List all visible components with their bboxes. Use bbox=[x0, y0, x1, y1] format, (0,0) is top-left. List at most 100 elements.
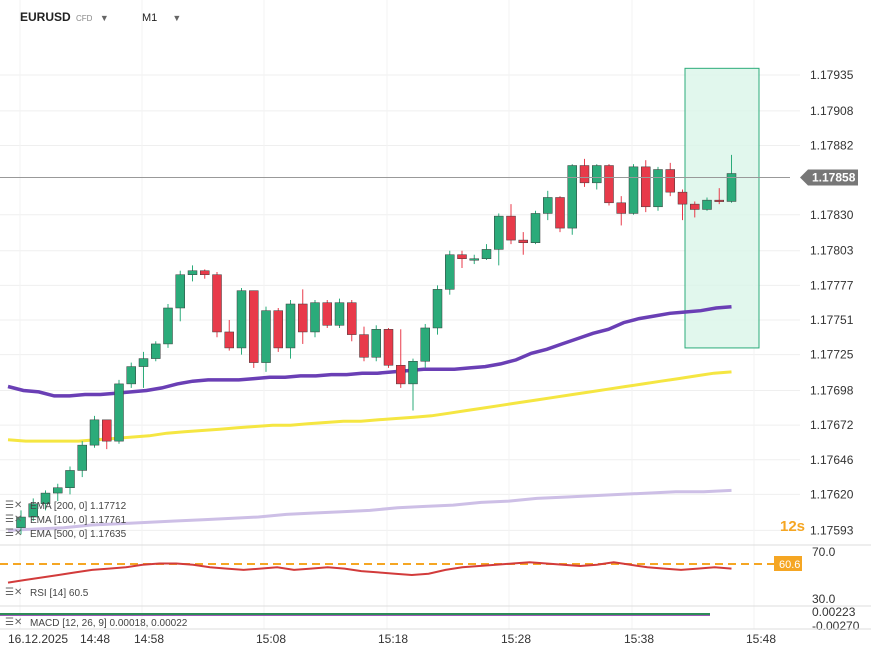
candle-down[interactable] bbox=[555, 197, 565, 229]
candle-down[interactable] bbox=[518, 239, 528, 243]
rsi-axis-top: 70.0 bbox=[812, 545, 836, 559]
indicator-menu-icon[interactable]: ☰✕ bbox=[5, 528, 23, 539]
indicator-menu-icon[interactable]: ☰✕ bbox=[5, 587, 23, 598]
candle-up[interactable] bbox=[175, 274, 185, 309]
ema100-line bbox=[7, 370, 732, 443]
ema500-line bbox=[7, 488, 732, 532]
candle-up[interactable] bbox=[628, 166, 639, 214]
candle-down[interactable] bbox=[641, 166, 651, 208]
candle-down[interactable] bbox=[224, 331, 234, 349]
candle-up[interactable] bbox=[65, 470, 75, 488]
candle-up[interactable] bbox=[592, 165, 602, 184]
candle-down[interactable] bbox=[322, 302, 332, 326]
candle-down[interactable] bbox=[347, 302, 357, 335]
rsi-value-label: 60.6 bbox=[779, 559, 800, 571]
candle-down[interactable] bbox=[604, 165, 614, 204]
price-tick-label: 1.17935 bbox=[810, 68, 854, 82]
candle-up[interactable] bbox=[334, 302, 345, 326]
symbol-selector[interactable]: EURUSD CFD ▼ bbox=[20, 10, 109, 24]
candle-down[interactable] bbox=[396, 364, 406, 385]
candle-up[interactable] bbox=[28, 503, 38, 518]
candle-up[interactable] bbox=[77, 444, 87, 471]
candle-up[interactable] bbox=[494, 215, 504, 250]
candle-up[interactable] bbox=[114, 383, 124, 442]
macd-axis-bottom: -0.00270 bbox=[812, 619, 860, 633]
candle-up[interactable] bbox=[138, 358, 149, 367]
candle-up[interactable] bbox=[126, 366, 136, 385]
candle-up[interactable] bbox=[726, 173, 737, 202]
candle-up[interactable] bbox=[420, 327, 430, 362]
macd-axis-top: 0.00223 bbox=[812, 605, 856, 619]
candle-down[interactable] bbox=[665, 169, 675, 193]
candle-up[interactable] bbox=[89, 419, 100, 446]
candle-up[interactable] bbox=[653, 169, 663, 208]
current-price-tag: 1.17858 bbox=[800, 169, 858, 186]
rsi-value-tag bbox=[774, 556, 802, 571]
candle-up[interactable] bbox=[543, 197, 553, 214]
time-label: 15:48 bbox=[746, 632, 776, 646]
candle-up[interactable] bbox=[408, 361, 418, 385]
price-axis: 1.17935 1.17908 1.17882 1.17830 1.17803 1.177… bbox=[810, 68, 854, 537]
indicator-menu-icon[interactable]: ☰✕ bbox=[5, 617, 23, 628]
candle-up[interactable] bbox=[187, 270, 198, 275]
ema200-legend[interactable]: EMA [200, 0] 1.17712 bbox=[30, 501, 127, 512]
candle-down[interactable] bbox=[579, 165, 590, 184]
candle-up[interactable] bbox=[16, 516, 26, 528]
price-tick-label: 1.17672 bbox=[810, 418, 854, 432]
candlestick-series bbox=[16, 154, 737, 535]
candle-down[interactable] bbox=[616, 202, 626, 214]
candle-up[interactable] bbox=[236, 290, 247, 349]
candle-down[interactable] bbox=[506, 215, 516, 241]
candle-down[interactable] bbox=[212, 274, 222, 333]
candle-up[interactable] bbox=[261, 310, 271, 363]
indicator-menu-icon[interactable]: ☰✕ bbox=[5, 500, 23, 511]
candle-up[interactable] bbox=[163, 307, 173, 345]
candle-down[interactable] bbox=[690, 203, 700, 210]
price-tag-shape bbox=[800, 169, 858, 186]
ema500-legend[interactable]: EMA [500, 0] 1.17635 bbox=[30, 529, 127, 540]
candle-up[interactable] bbox=[469, 258, 479, 261]
candle-up[interactable] bbox=[151, 343, 161, 359]
ema100-legend[interactable]: EMA [100, 0] 1.17761 bbox=[30, 515, 127, 526]
candle-down[interactable] bbox=[273, 310, 283, 349]
candle-up[interactable] bbox=[567, 165, 577, 229]
candle-up[interactable] bbox=[371, 329, 381, 358]
candle-down[interactable] bbox=[298, 303, 308, 333]
candle-up[interactable] bbox=[40, 492, 51, 504]
candle-up[interactable] bbox=[481, 249, 492, 259]
indicator-menu-icon[interactable]: ☰✕ bbox=[5, 514, 23, 525]
candle-down[interactable] bbox=[249, 290, 259, 363]
candle-down[interactable] bbox=[714, 199, 724, 202]
price-tick-label: 1.17830 bbox=[810, 208, 854, 222]
candle-down[interactable] bbox=[200, 270, 210, 275]
price-tick-label: 1.17751 bbox=[810, 313, 854, 327]
rsi-legend[interactable]: RSI [14] 60.5 bbox=[30, 588, 89, 599]
time-label: 14:58 bbox=[134, 632, 164, 646]
time-label: 15:38 bbox=[624, 632, 654, 646]
candle-up[interactable] bbox=[702, 199, 712, 210]
candle-down[interactable] bbox=[457, 254, 467, 259]
price-tick-label: 1.17620 bbox=[810, 487, 854, 501]
timeframe-selector[interactable]: M1 ▼ bbox=[142, 12, 181, 24]
candle-down[interactable] bbox=[383, 329, 394, 366]
time-label: 14:48 bbox=[80, 632, 110, 646]
price-tick-label: 1.17908 bbox=[810, 104, 854, 118]
time-label: 15:18 bbox=[378, 632, 408, 646]
candle-up[interactable] bbox=[432, 289, 443, 329]
price-tick-label: 1.17725 bbox=[810, 348, 854, 362]
price-tick-label: 1.17777 bbox=[810, 278, 854, 292]
candle-up[interactable] bbox=[445, 254, 455, 290]
candle-down[interactable] bbox=[359, 334, 369, 358]
candle-up[interactable] bbox=[530, 213, 541, 243]
candle-down[interactable] bbox=[677, 191, 688, 205]
ema200-line bbox=[7, 304, 732, 398]
symbol-type: CFD bbox=[76, 14, 93, 23]
price-tick-label: 1.17803 bbox=[810, 244, 854, 258]
candle-up[interactable] bbox=[310, 302, 320, 333]
candle-up[interactable] bbox=[53, 487, 63, 494]
candle-up[interactable] bbox=[285, 303, 296, 349]
candle-down[interactable] bbox=[102, 419, 112, 442]
macd-legend[interactable]: MACD [12, 26, 9] 0.00018, 0.00022 bbox=[30, 618, 188, 629]
symbol-name: EURUSD bbox=[20, 10, 71, 24]
